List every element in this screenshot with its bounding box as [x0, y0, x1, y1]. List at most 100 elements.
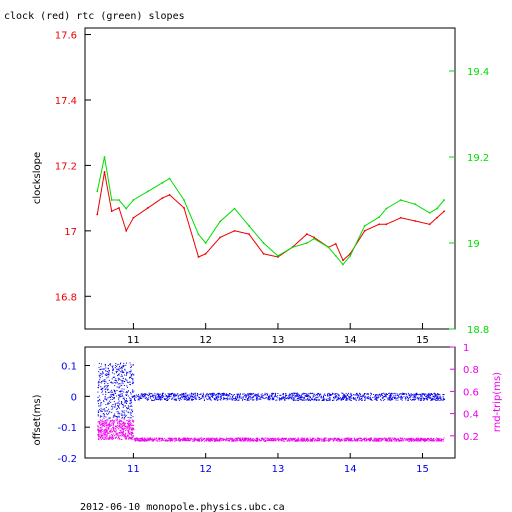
data-point — [169, 397, 171, 399]
data-point — [107, 388, 109, 390]
data-point — [404, 439, 406, 441]
data-point — [119, 379, 121, 381]
data-point — [171, 398, 173, 400]
data-point — [111, 436, 113, 438]
data-point — [103, 432, 105, 434]
data-point — [131, 435, 133, 437]
data-point — [224, 438, 226, 440]
data-point — [182, 439, 184, 441]
data-point — [115, 382, 117, 384]
data-point — [103, 417, 105, 419]
data-point — [173, 399, 175, 400]
data-point — [248, 439, 249, 440]
data-point — [191, 395, 192, 397]
data-point — [263, 438, 265, 440]
data-point — [242, 399, 244, 401]
data-point — [305, 399, 307, 401]
data-point — [434, 393, 436, 395]
data-point — [254, 394, 256, 396]
data-point — [121, 431, 123, 433]
data-point — [108, 437, 110, 438]
data-point — [123, 428, 125, 430]
data-point — [369, 398, 371, 400]
data-point — [420, 395, 422, 397]
data-point — [160, 396, 162, 398]
data-point — [114, 367, 116, 369]
data-point — [310, 439, 312, 441]
data-point — [227, 438, 229, 440]
data-point — [102, 413, 104, 415]
data-point — [211, 439, 213, 441]
data-point — [344, 397, 346, 399]
data-point — [373, 394, 375, 395]
data-point — [324, 439, 326, 441]
data-point — [103, 401, 105, 403]
data-point — [164, 393, 166, 395]
data-point — [122, 370, 124, 372]
data-point — [236, 438, 238, 440]
data-point — [416, 440, 418, 442]
data-point — [107, 402, 109, 404]
top-y-tick-label: 17.4 — [55, 96, 77, 107]
data-point — [108, 412, 110, 414]
data-point — [376, 397, 378, 399]
data-point — [158, 398, 160, 400]
data-point — [242, 439, 244, 441]
data-point — [117, 383, 119, 385]
data-point — [433, 438, 435, 440]
data-point — [128, 424, 130, 426]
data-point — [314, 439, 316, 441]
data-point — [376, 399, 378, 401]
data-point — [203, 397, 205, 399]
data-point — [378, 438, 380, 440]
data-point — [133, 429, 135, 431]
data-point — [320, 395, 322, 397]
data-point — [384, 399, 386, 401]
data-point — [303, 439, 305, 440]
data-point — [213, 394, 215, 395]
data-point — [377, 438, 379, 440]
data-point — [280, 394, 282, 396]
data-point — [391, 393, 393, 395]
data-point — [126, 425, 128, 427]
data-point — [184, 395, 185, 397]
data-point — [293, 398, 295, 400]
data-point — [225, 395, 227, 396]
data-point — [152, 394, 154, 396]
data-point — [203, 400, 205, 401]
data-point — [252, 399, 254, 401]
data-point — [140, 438, 142, 440]
data-point — [327, 395, 328, 397]
data-point — [288, 440, 290, 442]
data-point — [238, 440, 240, 441]
data-point — [244, 438, 245, 440]
data-point — [119, 438, 121, 440]
data-point — [389, 397, 391, 399]
data-point — [404, 438, 406, 440]
data-point — [167, 397, 169, 399]
data-point — [127, 382, 129, 384]
data-point — [316, 399, 318, 401]
data-point — [216, 439, 218, 441]
data-point — [428, 395, 430, 397]
data-point — [420, 437, 422, 439]
data-point — [402, 440, 404, 442]
data-point — [184, 398, 186, 400]
data-point — [381, 393, 383, 395]
data-point — [323, 396, 325, 398]
data-point — [123, 391, 125, 393]
data-point — [306, 397, 308, 399]
data-point — [413, 438, 414, 440]
data-point — [133, 374, 135, 376]
data-point — [437, 439, 439, 441]
data-point — [423, 439, 425, 441]
data-point — [104, 381, 106, 383]
data-point — [396, 393, 398, 395]
data-point — [98, 411, 100, 413]
data-point — [103, 368, 105, 370]
data-point — [99, 405, 101, 407]
data-point — [102, 380, 104, 382]
data-point — [358, 395, 360, 397]
data-point — [275, 399, 277, 401]
data-point — [206, 393, 208, 395]
